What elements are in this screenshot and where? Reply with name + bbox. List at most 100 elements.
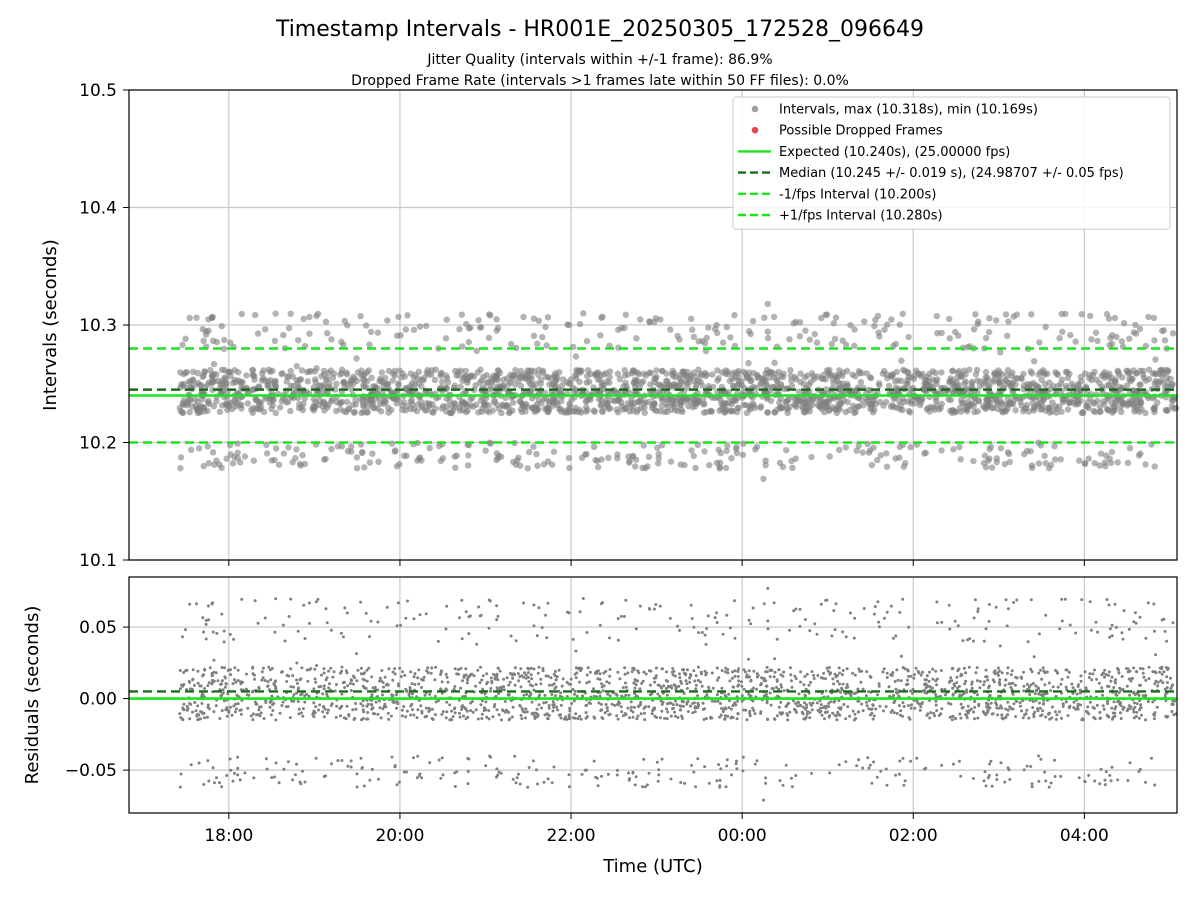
residual-point (1117, 672, 1120, 675)
residual-point (420, 678, 423, 681)
residual-point (877, 621, 880, 624)
residual-point (553, 682, 556, 685)
residual-point (553, 687, 556, 690)
residual-point (403, 674, 406, 677)
interval-point (677, 402, 683, 408)
residual-point (905, 683, 908, 686)
residual-point (461, 637, 464, 640)
interval-point (783, 447, 789, 453)
residual-point (1169, 687, 1172, 690)
interval-point (1042, 371, 1048, 377)
residual-point (695, 684, 698, 687)
residual-point (1110, 779, 1113, 782)
residual-point (198, 718, 201, 721)
interval-point (836, 400, 842, 406)
residual-point (197, 682, 200, 685)
residual-point (568, 715, 571, 718)
residual-point (802, 683, 805, 686)
residual-point (404, 688, 407, 691)
residual-point (842, 703, 845, 706)
interval-point (510, 399, 516, 405)
interval-point (436, 443, 442, 449)
residual-point (973, 706, 976, 709)
residual-point (1088, 676, 1091, 679)
residual-point (846, 667, 849, 670)
residual-point (370, 620, 373, 623)
interval-point (361, 464, 367, 470)
residual-point (518, 704, 521, 707)
interval-point (222, 374, 228, 380)
interval-point (726, 389, 732, 395)
residual-point (816, 633, 819, 636)
residual-point (1096, 704, 1099, 707)
residual-point (492, 673, 495, 676)
residual-point (479, 614, 482, 617)
interval-point (1170, 330, 1176, 336)
residual-point (523, 694, 526, 697)
interval-point (1142, 410, 1148, 416)
residual-point (921, 701, 924, 704)
interval-point (558, 388, 564, 394)
residual-point (211, 674, 214, 677)
residual-point (951, 667, 954, 670)
residual-point (574, 650, 577, 653)
interval-point (395, 314, 401, 320)
interval-point (1006, 380, 1012, 386)
residual-point (371, 706, 374, 709)
residual-point (188, 603, 191, 606)
residual-point (794, 608, 797, 611)
residual-point (766, 701, 769, 704)
residual-point (1120, 717, 1123, 720)
residual-point (741, 694, 744, 697)
residual-point (632, 716, 635, 719)
residual-point (1064, 598, 1067, 601)
residual-point (476, 669, 479, 672)
residual-point (700, 672, 703, 675)
residual-point (1008, 682, 1011, 685)
residual-point (209, 666, 212, 669)
intervals-y-tick-label: 10.3 (79, 316, 117, 336)
interval-point (1040, 396, 1046, 402)
residual-point (662, 684, 665, 687)
interval-point (695, 367, 701, 373)
residual-point (396, 783, 399, 786)
interval-point (778, 405, 784, 411)
residual-point (1020, 709, 1023, 712)
residual-point (988, 763, 991, 766)
interval-point (551, 449, 557, 455)
residual-point (315, 757, 318, 760)
interval-point (1012, 381, 1018, 387)
intervals-y-tick-label: 10.1 (79, 551, 117, 571)
interval-point (670, 368, 676, 374)
residual-point (352, 683, 355, 686)
interval-point (632, 463, 638, 469)
residual-point (691, 617, 694, 620)
interval-point (1039, 406, 1045, 412)
residual-point (484, 700, 487, 703)
residual-point (586, 674, 589, 677)
interval-point (375, 329, 381, 335)
residual-point (999, 645, 1002, 648)
residual-point (314, 681, 317, 684)
interval-point (762, 462, 768, 468)
interval-point (262, 326, 268, 332)
interval-point (328, 367, 334, 373)
residual-point (355, 772, 358, 775)
interval-point (938, 369, 944, 375)
residual-point (262, 676, 265, 679)
interval-point (283, 399, 289, 405)
residual-point (235, 694, 238, 697)
interval-point (366, 341, 372, 347)
residual-point (181, 635, 184, 638)
interval-point (635, 407, 641, 413)
interval-point (631, 368, 637, 374)
residual-point (522, 602, 525, 605)
residual-point (1023, 768, 1026, 771)
residual-point (694, 707, 697, 710)
residual-point (467, 632, 470, 635)
residual-point (624, 673, 627, 676)
interval-point (178, 454, 184, 460)
residual-point (697, 666, 700, 669)
residual-point (351, 708, 354, 711)
interval-point (633, 335, 639, 341)
